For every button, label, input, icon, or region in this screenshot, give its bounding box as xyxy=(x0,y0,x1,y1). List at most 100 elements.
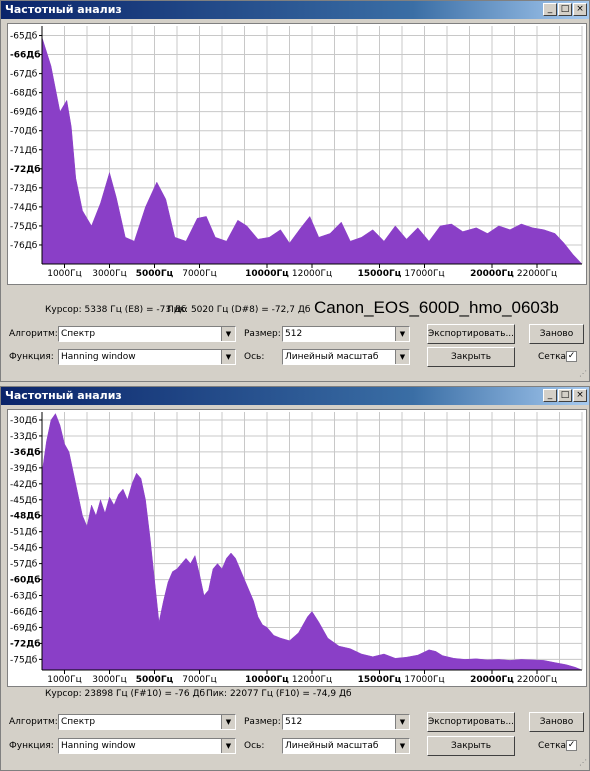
axis-value: Линейный масштаб xyxy=(285,741,379,751)
window-title: Частотный анализ xyxy=(5,3,122,16)
y-tick-label: -70Дб xyxy=(10,127,38,137)
y-tick-label: -54Дб xyxy=(10,544,38,554)
axis-label: Ось: xyxy=(244,741,265,751)
y-tick-label: -57Дб xyxy=(10,560,38,570)
repeat-button[interactable]: Заново xyxy=(529,712,584,732)
algorithm-label: Алгоритм: xyxy=(9,717,58,727)
spectrum-area xyxy=(41,413,583,671)
size-label: Размер: xyxy=(244,717,281,727)
close-button[interactable]: Закрыть xyxy=(427,736,515,756)
y-tick-label: -72Дб xyxy=(10,638,41,649)
x-tick-label: 17000Гц xyxy=(404,269,444,279)
x-tick-label: 3000Гц xyxy=(92,269,127,279)
spectrum-chart[interactable]: -30Дб -33Дб -36Дб -39Дб -42Дб -45Дб -48Дб -51Дб… xyxy=(8,410,586,686)
window-title: Частотный анализ xyxy=(5,389,122,402)
spectrum-chart[interactable]: -65Дб -66Дб -67Дб -68Дб -69Дб -70Дб -71Дб -72Дб… xyxy=(8,24,586,284)
chevron-down-icon[interactable]: ▼ xyxy=(221,350,235,364)
close-button[interactable]: Закрыть xyxy=(427,347,515,367)
grid-label: Сетка xyxy=(538,741,567,751)
x-tick-label: 15000Гц xyxy=(358,675,402,685)
axis-select[interactable]: Линейный масштаб ▼ xyxy=(282,349,410,365)
chevron-down-icon[interactable]: ▼ xyxy=(395,327,409,341)
function-select[interactable]: Hanning window ▼ xyxy=(58,738,236,754)
minimize-button[interactable]: _ xyxy=(543,389,557,402)
maximize-button[interactable]: □ xyxy=(558,3,572,16)
y-tick-label: -48Дб xyxy=(10,511,41,522)
x-tick-label: 12000Гц xyxy=(292,269,332,279)
chevron-down-icon[interactable]: ▼ xyxy=(221,739,235,753)
minimize-button[interactable]: _ xyxy=(543,3,557,16)
algorithm-select[interactable]: Спектр ▼ xyxy=(58,714,236,730)
x-tick-label: 7000Гц xyxy=(182,269,217,279)
y-tick-label: -66Дб xyxy=(10,607,38,617)
axis-value: Линейный масштаб xyxy=(285,352,379,362)
y-tick-label: -65Дб xyxy=(10,32,38,42)
y-tick-label: -39Дб xyxy=(10,464,38,474)
size-select[interactable]: 512 ▼ xyxy=(282,326,410,342)
y-tick-label: -69Дб xyxy=(10,108,38,118)
close-window-button[interactable]: × xyxy=(573,389,587,402)
y-tick-label: -67Дб xyxy=(10,70,38,80)
y-tick-label: -51Дб xyxy=(10,528,38,538)
x-tick-label: 17000Гц xyxy=(404,675,444,685)
chevron-down-icon[interactable]: ▼ xyxy=(395,350,409,364)
axis-label: Ось: xyxy=(244,352,265,362)
spectrum-area xyxy=(41,37,583,265)
chevron-down-icon[interactable]: ▼ xyxy=(221,327,235,341)
cursor-readout: Курсор: 5338 Гц (E8) = -73 Дб xyxy=(45,305,187,315)
size-select[interactable]: 512 ▼ xyxy=(282,714,410,730)
x-tick-label: 1000Гц xyxy=(47,269,82,279)
size-label: Размер: xyxy=(244,329,281,339)
algorithm-select[interactable]: Спектр ▼ xyxy=(58,326,236,342)
chevron-down-icon[interactable]: ▼ xyxy=(221,715,235,729)
grid-checkbox[interactable]: ✓ xyxy=(566,740,577,751)
axis-select[interactable]: Линейный масштаб ▼ xyxy=(282,738,410,754)
y-tick-label: -66Дб xyxy=(10,50,41,61)
spectrum-plot[interactable]: -65Дб -66Дб -67Дб -68Дб -69Дб -70Дб -71Дб -72Дб… xyxy=(7,23,587,285)
chevron-down-icon[interactable]: ▼ xyxy=(395,715,409,729)
function-value: Hanning window xyxy=(61,352,136,362)
title-bar[interactable]: Частотный анализ _ □ × xyxy=(1,387,589,405)
maximize-button[interactable]: □ xyxy=(558,389,572,402)
x-tick-label: 20000Гц xyxy=(470,269,514,279)
export-button[interactable]: Экспортировать... xyxy=(427,324,515,344)
x-tick-label: 5000Гц xyxy=(136,675,174,685)
resize-grip-icon[interactable]: ⋰ xyxy=(579,369,587,378)
y-tick-label: -68Дб xyxy=(10,89,38,99)
frequency-analysis-window-1: Частотный анализ _ □ × -65Дб -66Дб -67Дб -6… xyxy=(0,0,590,382)
close-window-button[interactable]: × xyxy=(573,3,587,16)
y-tick-label: -33Дб xyxy=(10,432,38,442)
x-tick-label: 3000Гц xyxy=(92,675,127,685)
algorithm-value: Спектр xyxy=(61,717,96,727)
y-tick-label: -75Дб xyxy=(10,655,38,665)
peak-readout: Пик: 5020 Гц (D#8) = -72,7 Дб xyxy=(167,305,311,315)
grid-checkbox[interactable]: ✓ xyxy=(566,351,577,362)
x-tick-label: 12000Гц xyxy=(292,675,332,685)
y-tick-label: -69Дб xyxy=(10,623,38,633)
algorithm-label: Алгоритм: xyxy=(9,329,58,339)
y-tick-label: -76Дб xyxy=(10,241,38,251)
title-bar[interactable]: Частотный анализ _ □ × xyxy=(1,1,589,19)
spectrum-plot[interactable]: -30Дб -33Дб -36Дб -39Дб -42Дб -45Дб -48Дб -51Дб… xyxy=(7,409,587,687)
x-tick-label: 10000Гц xyxy=(245,269,289,279)
y-tick-label: -60Дб xyxy=(10,575,41,586)
x-tick-label: 5000Гц xyxy=(136,269,174,279)
export-button[interactable]: Экспортировать... xyxy=(427,712,515,732)
y-tick-label: -75Дб xyxy=(10,222,38,232)
size-value: 512 xyxy=(285,329,303,339)
function-value: Hanning window xyxy=(61,741,136,751)
cursor-readout: Курсор: 23898 Гц (F#10) = -76 Дб xyxy=(45,689,206,699)
algorithm-value: Спектр xyxy=(61,329,96,339)
function-label: Функция: xyxy=(9,352,54,362)
size-value: 512 xyxy=(285,717,303,727)
overlay-caption: Canon_EOS_600D_hmo_0603b xyxy=(314,298,559,317)
x-tick-label: 15000Гц xyxy=(358,269,402,279)
function-select[interactable]: Hanning window ▼ xyxy=(58,349,236,365)
x-tick-label: 22000Гц xyxy=(517,675,557,685)
repeat-button[interactable]: Заново xyxy=(529,324,584,344)
grid-label: Сетка xyxy=(538,352,567,362)
resize-grip-icon[interactable]: ⋰ xyxy=(579,758,587,767)
chevron-down-icon[interactable]: ▼ xyxy=(395,739,409,753)
frequency-analysis-window-2: Частотный анализ _ □ × -30Дб -33Дб -36Дб -3… xyxy=(0,386,590,771)
function-label: Функция: xyxy=(9,741,54,751)
